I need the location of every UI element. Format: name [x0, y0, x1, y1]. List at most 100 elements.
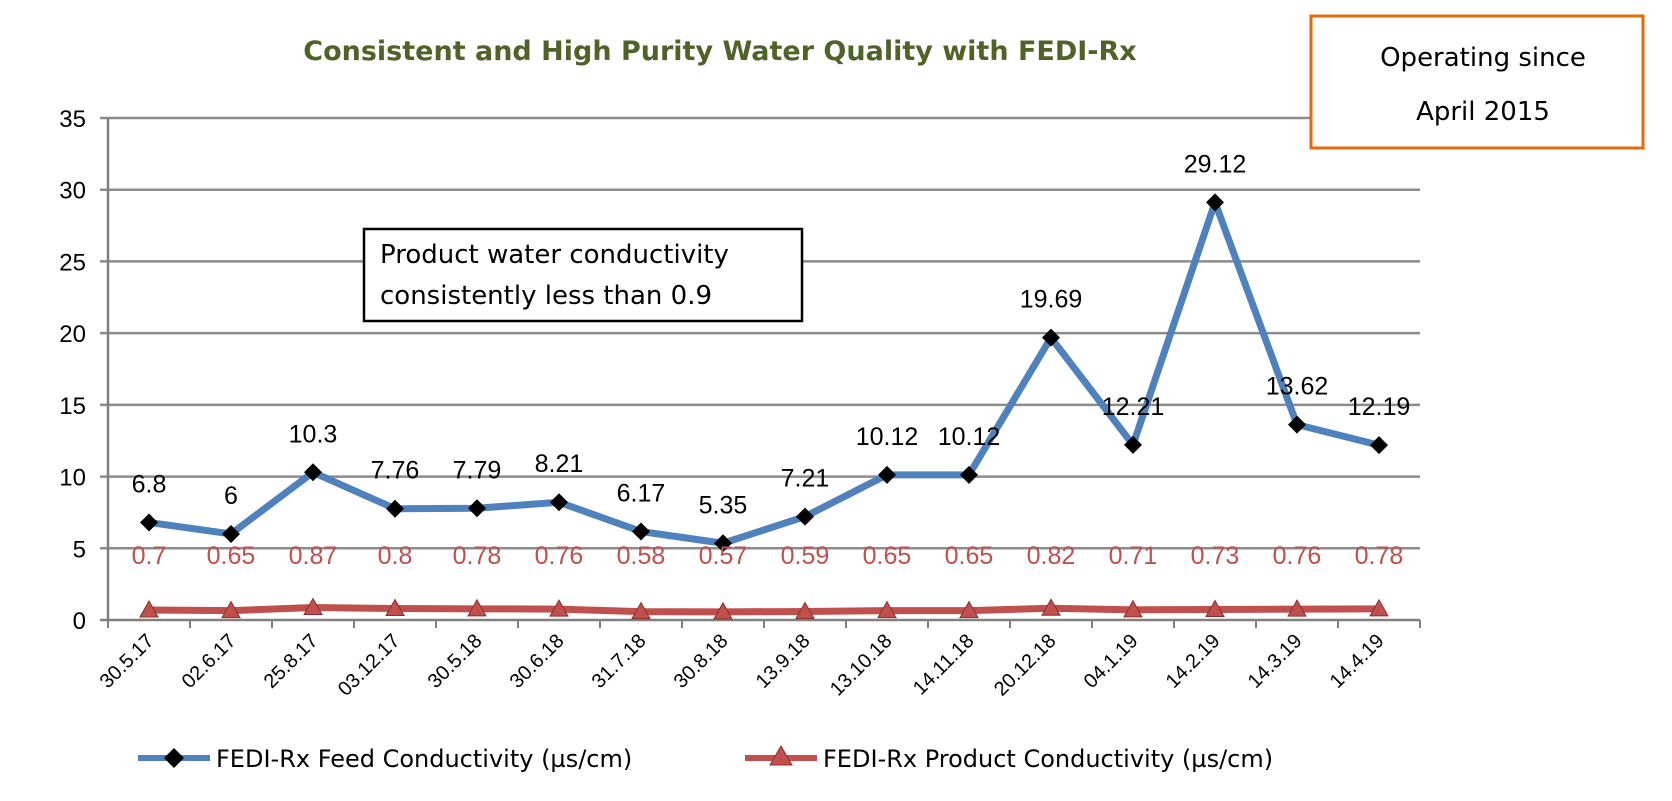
feed-point	[960, 465, 978, 484]
product-point	[549, 599, 569, 617]
feed-point	[550, 493, 568, 512]
x-tick-label: 14.3.19	[1244, 630, 1307, 693]
y-tick-label: 30	[59, 178, 86, 205]
feed-point	[1042, 328, 1060, 347]
product-point	[795, 601, 815, 620]
feed-point	[632, 522, 650, 541]
x-axis-ticks: 30.5.17 02.6.17 25.8.17 03.12.17 30.5.18 30.6…	[96, 620, 1421, 701]
x-tick-label: 30.5.18	[424, 630, 487, 693]
series-feed: 6.8 6 10.3 7.76 7.79 8.21 6.17 5.35 7.21 10.12 10.…	[132, 150, 1411, 553]
callout-line-2: April 2015	[1416, 97, 1550, 127]
callout-line-1: Operating since	[1380, 43, 1586, 73]
feed-point	[1288, 415, 1306, 434]
series-product: 0.7 0.65 0.87 0.8 0.78 0.76 0.58 0.57 0.59 0.65 0.…	[132, 542, 1403, 620]
feed-data-label: 13.62	[1266, 373, 1329, 401]
feed-data-label: 10.3	[289, 420, 338, 448]
product-data-label: 0.87	[289, 542, 338, 570]
product-point	[139, 599, 159, 618]
product-data-label: 0.76	[1273, 542, 1322, 570]
y-tick-label: 25	[59, 249, 86, 276]
feed-point	[468, 499, 486, 518]
feed-data-label: 7.79	[453, 456, 502, 484]
x-tick-label: 31.7.18	[588, 630, 651, 693]
feed-data-label: 12.19	[1348, 393, 1411, 421]
x-tick-label: 14.4.19	[1326, 630, 1389, 693]
product-data-label: 0.65	[863, 542, 912, 570]
feed-point	[222, 524, 240, 543]
legend: FEDI-Rx Feed Conductivity (µs/cm) FEDI-R…	[138, 745, 1273, 773]
product-point	[303, 597, 323, 616]
product-point	[877, 600, 897, 619]
feed-data-label: 6.8	[132, 470, 167, 498]
x-tick-label: 13.10.18	[826, 630, 897, 701]
product-data-label: 0.59	[781, 542, 830, 570]
product-point	[1041, 598, 1061, 616]
x-tick-label: 30.6.18	[506, 630, 569, 693]
y-tick-label: 10	[59, 465, 86, 492]
feed-series-line	[148, 198, 1380, 547]
x-tick-label: 25.8.17	[260, 630, 323, 693]
x-tick-label: 20.12.18	[990, 630, 1061, 701]
product-data-label: 0.82	[1027, 542, 1076, 570]
product-point	[385, 598, 405, 617]
x-tick-label: 13.9.18	[752, 630, 815, 693]
feed-point	[386, 499, 404, 518]
legend-feed-label: FEDI-Rx Feed Conductivity (µs/cm)	[216, 745, 632, 773]
product-data-label: 0.76	[535, 542, 584, 570]
x-tick-label: 04.1.19	[1080, 630, 1143, 693]
feed-data-label: 7.21	[781, 465, 830, 493]
product-data-label: 0.71	[1109, 542, 1158, 570]
x-tick-label: 14.11.18	[909, 630, 979, 700]
product-data-label: 0.73	[1191, 542, 1240, 570]
product-point	[631, 601, 651, 620]
x-tick-label: 14.2.19	[1162, 630, 1225, 693]
triangle-marker-icon	[769, 745, 793, 766]
annotation-line-2: consistently less than 0.9	[380, 281, 712, 311]
feed-data-label: 8.21	[535, 450, 584, 478]
product-point	[1287, 599, 1307, 617]
product-point	[959, 600, 979, 619]
y-tick-label: 0	[73, 608, 86, 635]
feed-data-label: 19.69	[1020, 286, 1083, 314]
feed-data-label: 29.12	[1184, 150, 1247, 178]
annotation-line-1: Product water conductivity	[380, 240, 729, 270]
annotation-box: Product water conductivity consistently …	[362, 227, 804, 323]
product-data-label: 0.57	[699, 542, 748, 570]
feed-data-label: 6.17	[617, 480, 666, 508]
operating-since-callout: Operating since April 2015	[1309, 14, 1645, 150]
x-tick-label: 30.5.17	[96, 630, 159, 693]
x-tick-label: 02.6.17	[178, 630, 241, 693]
feed-data-label: 7.76	[371, 457, 420, 485]
product-point	[221, 600, 241, 619]
feed-data-label: 10.12	[856, 423, 919, 451]
feed-data-label: 6	[224, 482, 238, 510]
callout-frame	[1309, 14, 1645, 150]
feed-point	[714, 534, 732, 553]
product-point	[713, 601, 733, 620]
legend-product-label: FEDI-Rx Product Conductivity (µs/cm)	[823, 745, 1273, 773]
product-point	[1123, 599, 1143, 618]
annotation-frame	[362, 227, 804, 323]
feed-point	[304, 463, 322, 482]
feed-data-label: 5.35	[699, 491, 748, 519]
feed-point	[1206, 193, 1224, 212]
product-data-label: 0.65	[207, 542, 256, 570]
feed-point	[796, 507, 814, 526]
x-tick-label: 30.8.18	[670, 630, 733, 693]
legend-item-feed: FEDI-Rx Feed Conductivity (µs/cm)	[138, 745, 632, 773]
product-data-label: 0.78	[453, 542, 502, 570]
product-data-label: 0.8	[378, 542, 413, 570]
product-data-label: 0.7	[132, 542, 167, 570]
feed-point	[1124, 435, 1142, 454]
diamond-marker-icon	[164, 748, 184, 768]
product-point	[1205, 599, 1225, 618]
feed-point	[140, 513, 158, 532]
chart-title: Consistent and High Purity Water Quality…	[303, 36, 1136, 67]
y-tick-label: 35	[59, 106, 86, 133]
product-data-label: 0.58	[617, 542, 666, 570]
legend-item-product: FEDI-Rx Product Conductivity (µs/cm)	[745, 745, 1273, 773]
product-series-line	[148, 604, 1380, 616]
feed-point	[1370, 436, 1388, 455]
product-point	[1369, 598, 1389, 617]
